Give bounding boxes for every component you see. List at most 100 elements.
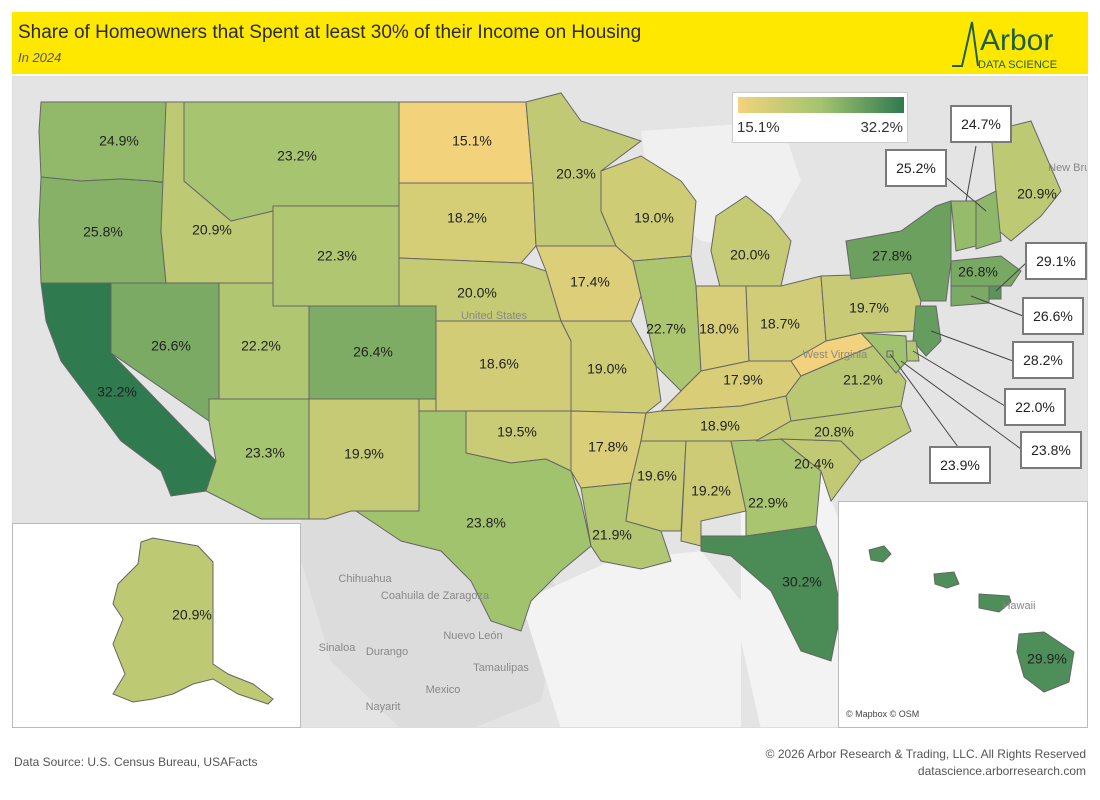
callout-ri: 29.1% — [1025, 242, 1087, 280]
basemap-label-us: United States — [461, 310, 528, 322]
label-sc: 20.4% — [794, 456, 834, 472]
hawaii-inset[interactable]: 29.9% Hawaii — [838, 501, 1088, 728]
state-nh[interactable] — [975, 190, 1002, 250]
callout-md: 23.8% — [1020, 431, 1082, 469]
state-hi-molokai-maui[interactable] — [978, 593, 1012, 613]
label-ca: 32.2% — [97, 384, 137, 400]
page-subtitle: In 2024 — [18, 50, 62, 65]
label-al: 19.2% — [691, 483, 731, 499]
label-nm: 19.9% — [344, 446, 384, 462]
label-ga: 22.9% — [748, 495, 788, 511]
legend-gradient-bar — [738, 97, 904, 113]
page-title: Share of Homeowners that Spent at least … — [18, 22, 642, 43]
label-ks: 18.6% — [479, 356, 519, 372]
label-mo: 19.0% — [587, 361, 627, 377]
gulf-water — [521, 551, 741, 727]
label-la: 21.9% — [592, 527, 632, 543]
label-ms: 19.6% — [637, 468, 677, 484]
state-hi-oahu[interactable] — [933, 571, 960, 589]
basemap-label-new-brunswick: New Brunsw — [1048, 162, 1088, 174]
callout-dc: 23.9% — [929, 446, 991, 484]
label-co: 26.4% — [353, 344, 393, 360]
label-or: 25.8% — [83, 224, 123, 240]
basemap-label-hawaii: Hawaii — [1002, 600, 1035, 612]
color-legend: 15.1% 32.2% — [732, 92, 908, 143]
logo-tree-mark — [952, 21, 979, 67]
label-fl: 30.2% — [782, 574, 822, 590]
label-ia: 17.4% — [570, 274, 610, 290]
label-ut: 22.2% — [241, 338, 281, 354]
leader-nj — [930, 330, 1014, 362]
label-mi: 20.0% — [730, 247, 770, 263]
leader-ri — [995, 262, 1027, 292]
label-ak: 20.9% — [172, 607, 212, 623]
callout-de: 22.0% — [1004, 388, 1066, 426]
label-ar: 17.8% — [588, 439, 628, 455]
legend-max-label: 32.2% — [860, 119, 903, 136]
map-attribution[interactable]: © Mapbox © OSM — [846, 709, 920, 719]
state-hi-niihau-kauai[interactable] — [868, 545, 892, 563]
basemap-label-coahuila: Coahuila de Zaragoza — [381, 590, 490, 602]
label-ny: 27.8% — [872, 248, 912, 264]
label-hi: 29.9% — [1027, 651, 1067, 667]
label-ma: 26.8% — [958, 264, 998, 280]
footer-website[interactable]: datascience.arborresearch.com — [917, 764, 1086, 778]
state-ct[interactable] — [950, 285, 990, 307]
basemap-label-mexico: Mexico — [426, 684, 461, 696]
state-mo[interactable] — [560, 320, 662, 414]
callout-leader-lines — [889, 145, 1027, 452]
state-md[interactable] — [859, 332, 908, 374]
alaska-map: 20.9% — [112, 537, 274, 705]
leader-dc — [889, 353, 962, 452]
basemap-label-nuevo-leon: Nuevo León — [443, 630, 502, 642]
basemap-label-durango: Durango — [366, 646, 408, 658]
state-labels-layer: 24.9% 25.8% 32.2% 20.9% 26.6% 23.2% 22.3% 22.2%… — [83, 133, 1057, 590]
state-ny[interactable] — [845, 200, 952, 302]
label-wi: 19.0% — [634, 210, 674, 226]
label-in: 18.0% — [699, 321, 739, 337]
state-tx[interactable] — [354, 410, 592, 632]
alaska-inset[interactable]: 20.9% — [12, 523, 301, 728]
state-fl[interactable] — [700, 525, 842, 662]
label-nd: 15.1% — [452, 133, 492, 149]
footer-copyright-block: © 2026 Arbor Research & Trading, LLC. Al… — [766, 746, 1086, 780]
state-mi[interactable] — [710, 195, 792, 292]
leader-md — [900, 360, 1022, 450]
header-banner: Share of Homeowners that Spent at least … — [12, 12, 1088, 74]
label-nv: 26.6% — [151, 338, 191, 354]
arbor-logo: Arbor DATA SCIENCE — [952, 21, 1057, 71]
state-hi-big-island[interactable] — [1016, 631, 1075, 693]
label-mt: 23.2% — [277, 148, 317, 164]
label-tx: 23.8% — [466, 515, 506, 531]
label-ne: 20.0% — [457, 285, 497, 301]
leader-ct — [970, 295, 1024, 317]
label-ok: 19.5% — [497, 424, 537, 440]
state-sd[interactable] — [398, 182, 537, 264]
label-ky: 17.9% — [723, 372, 763, 388]
callout-vt: 24.7% — [950, 105, 1012, 143]
label-id: 20.9% — [192, 222, 232, 238]
label-tn: 18.9% — [700, 418, 740, 434]
basemap-label-west-virginia: West Virginia — [803, 349, 868, 361]
basemap-label-chihuahua: Chihuahua — [338, 573, 392, 585]
label-wa: 24.9% — [99, 133, 139, 149]
logo-text: Arbor — [980, 24, 1053, 57]
label-wy: 22.3% — [317, 248, 357, 264]
legend-min-label: 15.1% — [737, 119, 780, 136]
label-pa: 19.7% — [849, 300, 889, 316]
label-az: 23.3% — [245, 445, 285, 461]
basemap-label-sinaloa: Sinaloa — [319, 642, 357, 654]
label-oh: 18.7% — [760, 316, 800, 332]
state-ak[interactable] — [112, 537, 274, 705]
label-sd: 18.2% — [447, 210, 487, 226]
label-il: 22.7% — [646, 321, 686, 337]
label-va: 21.2% — [843, 372, 883, 388]
state-ma[interactable] — [950, 255, 1022, 287]
basemap-label-nayarit: Nayarit — [366, 701, 401, 713]
state-vt[interactable] — [950, 200, 977, 252]
logo-subtext: DATA SCIENCE — [978, 59, 1057, 71]
state-nj[interactable] — [912, 305, 942, 357]
label-mn: 20.3% — [556, 166, 596, 182]
label-me: 20.9% — [1017, 186, 1057, 202]
states-layer — [38, 92, 1062, 662]
